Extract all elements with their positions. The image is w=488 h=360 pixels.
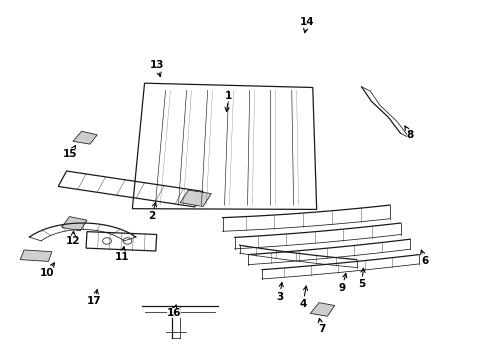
Text: 1: 1 <box>224 91 232 112</box>
Text: 6: 6 <box>420 250 427 266</box>
Polygon shape <box>310 303 334 316</box>
Text: 12: 12 <box>65 231 80 246</box>
Text: 17: 17 <box>87 289 102 306</box>
Text: 7: 7 <box>317 318 325 334</box>
Text: 9: 9 <box>338 274 346 293</box>
Polygon shape <box>73 131 97 144</box>
Text: 13: 13 <box>149 60 163 77</box>
Polygon shape <box>20 250 52 261</box>
Polygon shape <box>180 190 211 207</box>
Text: 11: 11 <box>114 247 129 262</box>
Text: 8: 8 <box>404 126 413 140</box>
Polygon shape <box>61 217 87 231</box>
Text: 14: 14 <box>299 17 314 33</box>
Text: 4: 4 <box>299 286 307 309</box>
Text: 5: 5 <box>357 268 365 289</box>
Text: 10: 10 <box>40 263 54 278</box>
Text: 2: 2 <box>148 202 156 221</box>
Text: 15: 15 <box>62 146 77 159</box>
Text: 3: 3 <box>275 283 283 302</box>
Text: 16: 16 <box>166 305 181 318</box>
